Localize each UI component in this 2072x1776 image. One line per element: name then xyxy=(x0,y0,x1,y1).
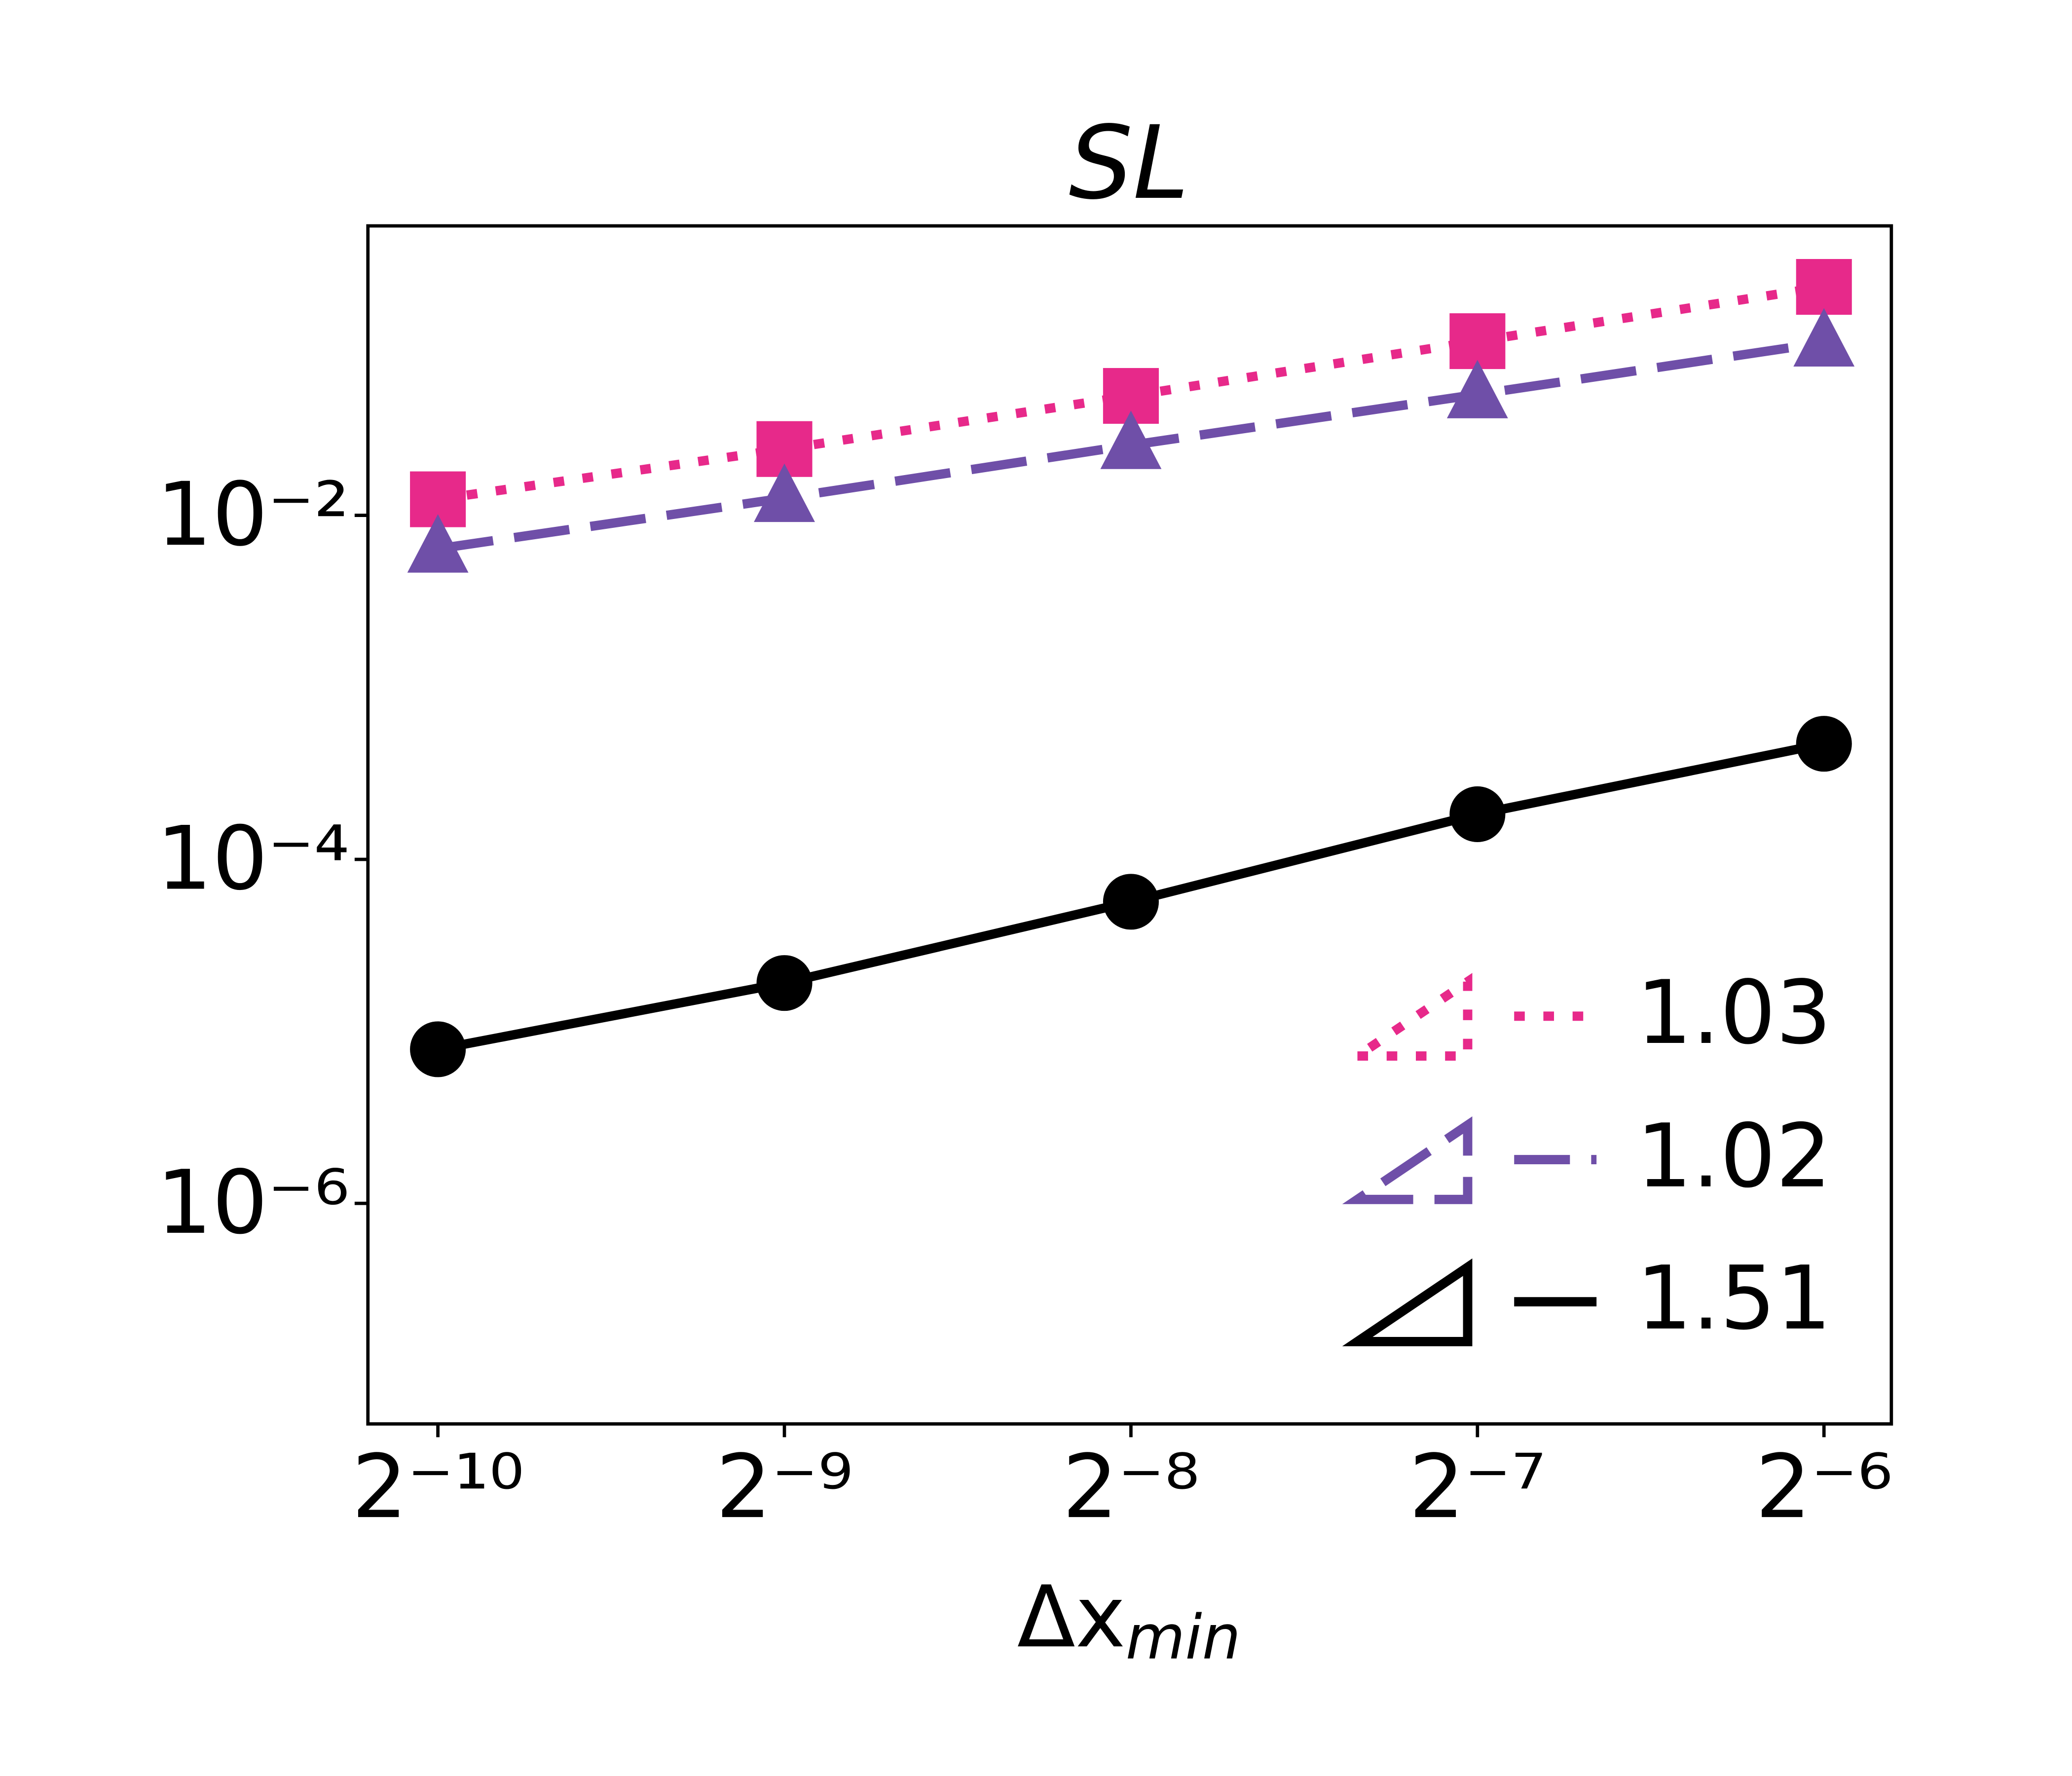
legend-label: 1.03 xyxy=(1636,962,1832,1064)
data-point xyxy=(1793,308,1855,367)
x-axis-label: Δxmin xyxy=(1017,1568,1241,1673)
data-point xyxy=(754,463,815,522)
data-point xyxy=(1796,259,1852,315)
legend-label: 1.02 xyxy=(1636,1105,1832,1207)
data-point xyxy=(1796,716,1852,772)
data-point xyxy=(1100,410,1162,469)
legend-slope-icon xyxy=(1342,1116,1473,1204)
x-label-sub: min xyxy=(1126,1602,1241,1673)
data-point xyxy=(1449,786,1506,843)
y-tick-label: 10⁻² xyxy=(156,463,349,565)
legend-label: 1.51 xyxy=(1636,1247,1832,1349)
y-tick-label: 10⁻⁶ xyxy=(156,1151,349,1254)
legend-slope-icon xyxy=(1342,973,1473,1061)
data-point xyxy=(1449,313,1506,370)
data-point xyxy=(1103,874,1159,930)
data-point xyxy=(1446,360,1508,418)
x-tick-label: 2⁻⁸ xyxy=(1062,1436,1199,1538)
data-point xyxy=(756,955,813,1011)
x-tick-label: 2⁻¹⁰ xyxy=(352,1436,524,1538)
data-point xyxy=(407,514,469,573)
chart-title: SL xyxy=(1069,105,1189,222)
x-tick-label: 2⁻⁶ xyxy=(1755,1436,1892,1538)
x-tick-label: 2⁻⁹ xyxy=(716,1436,853,1538)
legend-slope-icon xyxy=(1342,1258,1473,1346)
y-tick-label: 10⁻⁴ xyxy=(156,808,349,910)
x-label-main: Δx xyxy=(1017,1568,1126,1667)
x-tick-label: 2⁻⁷ xyxy=(1409,1436,1546,1538)
data-point xyxy=(410,1021,466,1077)
